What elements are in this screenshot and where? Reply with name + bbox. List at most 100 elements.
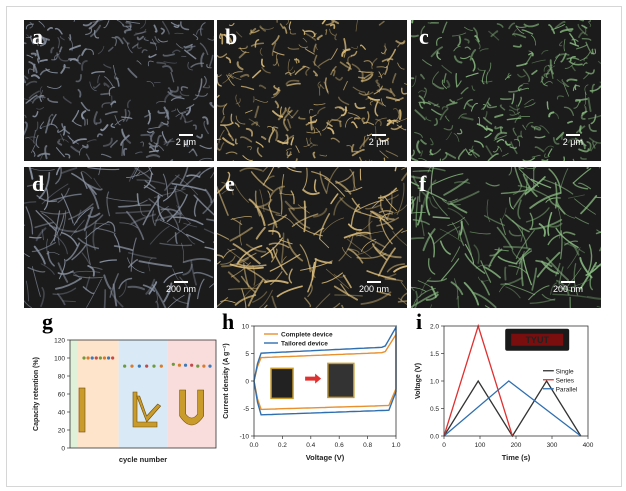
device-photo-right xyxy=(327,362,355,399)
ytick-label-i: 0.0 xyxy=(430,434,439,441)
xtick-label-i: 300 xyxy=(547,442,558,449)
data-point xyxy=(177,363,182,367)
region-U xyxy=(167,340,216,448)
sem-texture-a xyxy=(24,20,214,161)
arrow-icon xyxy=(305,373,322,384)
sem-texture-e xyxy=(217,167,407,308)
device-photo-left xyxy=(270,367,294,400)
legend-label-h: Complete device xyxy=(281,332,333,339)
device-V-icon xyxy=(136,395,162,423)
xtick-label-h: 0.4 xyxy=(306,442,315,449)
scale-bar-b: 2 μm xyxy=(369,134,389,147)
scale-bar-c: 2 μm xyxy=(563,134,583,147)
ytick-label-h: 5 xyxy=(245,351,249,358)
data-point xyxy=(145,364,149,368)
data-point xyxy=(86,356,90,360)
data-point xyxy=(196,364,200,368)
data-point xyxy=(98,356,102,360)
data-point xyxy=(208,364,212,368)
ytick-label-i: 2.0 xyxy=(430,324,439,331)
data-point xyxy=(183,363,188,367)
scale-bar-d: 200 nm xyxy=(166,281,196,294)
xlabel-h: Voltage (V) xyxy=(306,453,345,462)
sem-image-a: a 2 μm xyxy=(24,20,214,161)
ytick-label-g: 20 xyxy=(58,428,66,435)
xtick-label-i: 0 xyxy=(442,442,446,449)
xtick-label-h: 0.0 xyxy=(249,442,258,449)
xtick-label-h: 1.0 xyxy=(391,442,400,449)
ytick-label-h: -5 xyxy=(243,406,249,413)
sem-label-b: b xyxy=(225,24,238,49)
ytick-label-g: 40 xyxy=(58,410,66,417)
chart-g-svg: 0 20 40 60 80 100 120 Capacity retention (%) cyc… xyxy=(33,338,217,464)
xtick-label-h: 0.6 xyxy=(335,442,344,449)
sem-image-e: e 200 nm xyxy=(217,167,407,308)
sem-label-c: c xyxy=(419,24,429,49)
data-point xyxy=(90,356,94,360)
panel-label-h: h xyxy=(222,309,235,334)
scale-bar-a: 2 μm xyxy=(176,134,196,147)
ytick-label-i: 0.5 xyxy=(430,406,439,413)
legend-label-i: Single xyxy=(556,368,574,375)
ytick-label-g: 60 xyxy=(58,392,66,399)
xlabel-g: cycle number xyxy=(119,455,167,464)
data-point xyxy=(102,356,107,360)
ytick-label-g: 120 xyxy=(54,338,65,345)
data-point xyxy=(82,356,86,360)
ylabel-i: Voltage (V) xyxy=(415,363,422,399)
chart-h: 0.0 0.2 0.4 0.6 0.8 1.0 -10 -5 0 5 10 Current densi… xyxy=(220,318,410,468)
ytick-label-h: 10 xyxy=(242,324,250,331)
xtick-label-i: 400 xyxy=(583,442,594,449)
chart-i-svg: TYUT 0 100 200 300 400 0.0 0.5 1.0 1.5 2.0 Voltage … xyxy=(415,324,594,463)
led-glow xyxy=(511,333,564,346)
chart-g: 0 20 40 60 80 100 120 Capacity retention (%) cyc… xyxy=(24,318,224,468)
sem-texture-d xyxy=(24,167,214,308)
scale-text-e: 200 nm xyxy=(358,284,389,294)
ytick-label-g: 80 xyxy=(58,374,66,381)
region-start xyxy=(70,340,78,448)
scale-text-a: 2 μm xyxy=(175,137,196,147)
ylabel-h: Current density (A g⁻¹) xyxy=(223,343,230,418)
ytick-label-h: -10 xyxy=(240,434,250,441)
sem-texture-c xyxy=(411,20,601,161)
scale-text-b: 2 μm xyxy=(368,137,389,147)
legend-label-i: Series xyxy=(556,377,575,384)
chart-h-svg: 0.0 0.2 0.4 0.6 0.8 1.0 -10 -5 0 5 10 Current densi… xyxy=(223,324,401,463)
sem-image-d: d 200 nm xyxy=(24,167,214,308)
sem-image-c: c 2 μm xyxy=(411,20,601,161)
data-point xyxy=(152,364,156,368)
ytick-label-i: 1.5 xyxy=(430,351,439,358)
data-point xyxy=(106,356,111,360)
data-point xyxy=(94,356,98,360)
sem-texture-b xyxy=(217,20,407,161)
led-text: TYUT xyxy=(525,335,549,345)
xtick-label-h: 0.2 xyxy=(278,442,287,449)
sem-label-f: f xyxy=(419,171,427,196)
ytick-label-i: 1.0 xyxy=(430,379,439,386)
region-L xyxy=(118,340,168,448)
xlabel-i: Time (s) xyxy=(502,453,531,462)
sem-label-e: e xyxy=(225,171,235,196)
ytick-label-g: 0 xyxy=(61,446,65,453)
legend-label-i: Parallel xyxy=(556,386,578,393)
ylabel-g: Capacity retention (%) xyxy=(33,357,40,431)
xtick-label-h: 0.8 xyxy=(363,442,372,449)
panel-label-g: g xyxy=(42,309,53,334)
data-point xyxy=(202,364,206,368)
panel-label-i: i xyxy=(416,309,423,334)
scale-text-d: 200 nm xyxy=(165,284,196,294)
data-point xyxy=(123,364,127,368)
sem-label-a: a xyxy=(32,24,43,49)
scale-text-c: 2 μm xyxy=(562,137,583,147)
data-point xyxy=(137,364,141,368)
data-point xyxy=(111,356,115,360)
legend-label-h: Tailored device xyxy=(281,341,328,348)
device-L-icon xyxy=(132,391,158,428)
xtick-label-i: 100 xyxy=(475,442,486,449)
sem-image-f: f 200 nm xyxy=(411,167,601,308)
data-point xyxy=(130,364,134,368)
sem-texture-f xyxy=(411,167,601,308)
data-point xyxy=(171,362,175,366)
sem-label-d: d xyxy=(32,171,45,196)
device-U-icon xyxy=(179,389,204,426)
